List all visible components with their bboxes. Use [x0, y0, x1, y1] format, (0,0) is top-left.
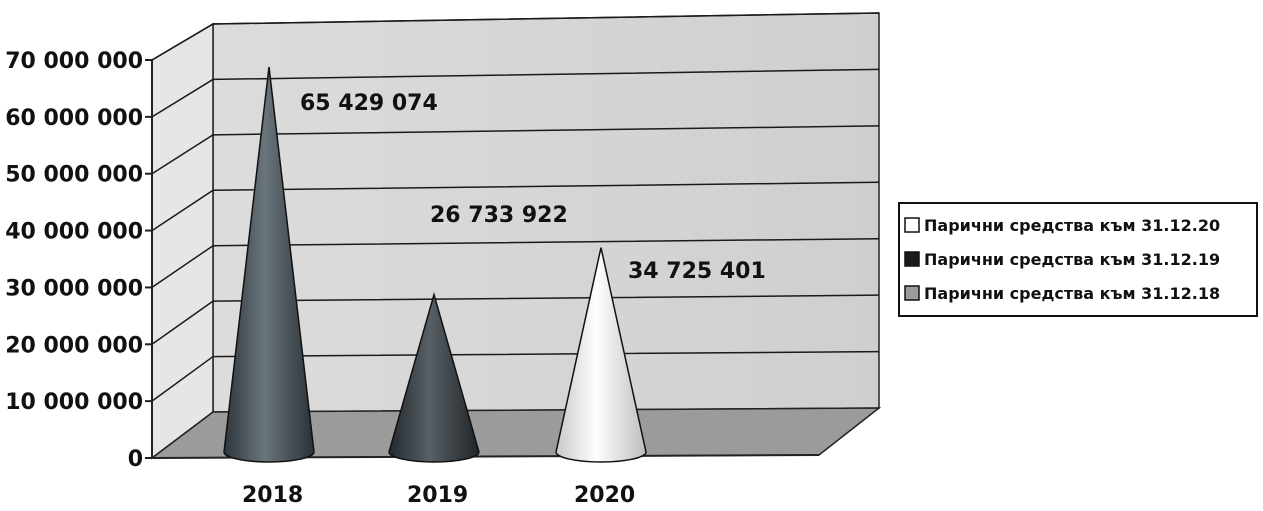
y-tick-label: 50 000 000: [5, 163, 143, 188]
y-tick-label: 0: [128, 447, 143, 472]
category-labels: 2018 2019 2020: [242, 483, 635, 508]
legend-swatch: [904, 285, 920, 301]
data-label: 26 733 922: [430, 203, 568, 228]
legend-swatch: [904, 251, 920, 267]
data-label: 34 725 401: [628, 259, 766, 284]
data-labels: 65 429 074 26 733 922 34 725 401: [300, 91, 766, 284]
y-tick-label: 30 000 000: [5, 276, 143, 301]
data-label: 65 429 074: [300, 91, 438, 116]
y-tick-label: 10 000 000: [5, 390, 143, 415]
gridline: [151, 68, 880, 118]
y-tick-label: 40 000 000: [5, 220, 143, 245]
category-label: 2019: [407, 483, 468, 506]
y-tick-label: 70 000 000: [5, 49, 143, 74]
y-tick-labels: 0 10 000 000 20 000 000 30 000 000 40 000 00…: [5, 49, 152, 472]
gridline: [151, 237, 880, 289]
side-wall: [151, 22, 214, 460]
legend-swatch: [904, 217, 920, 233]
legend-box: [898, 202, 1258, 317]
category-label: 2020: [574, 483, 635, 506]
gridline: [151, 125, 880, 175]
cones: [223, 66, 647, 463]
cone-2018: [223, 66, 315, 463]
cone-body: [555, 247, 647, 463]
gridlines: [151, 12, 880, 402]
legend-label: Парични средства към 31.12.19: [924, 250, 1220, 269]
gridline: [151, 12, 880, 61]
cone-body: [388, 291, 480, 463]
gridline: [151, 294, 880, 345]
legend-label: Парични средства към 31.12.20: [924, 216, 1220, 235]
legend-label: Парични средства към 31.12.18: [924, 284, 1220, 303]
gridline: [151, 350, 880, 402]
gridline: [151, 181, 880, 232]
y-tick-label: 60 000 000: [5, 106, 143, 131]
cone-2020: [555, 247, 647, 463]
y-tick-label: 20 000 000: [5, 333, 143, 358]
cone-body: [223, 66, 315, 463]
legend: Парични средства към 31.12.20 Парични сре…: [898, 202, 1258, 317]
cone-2019: [388, 291, 480, 463]
category-label: 2018: [242, 483, 303, 506]
